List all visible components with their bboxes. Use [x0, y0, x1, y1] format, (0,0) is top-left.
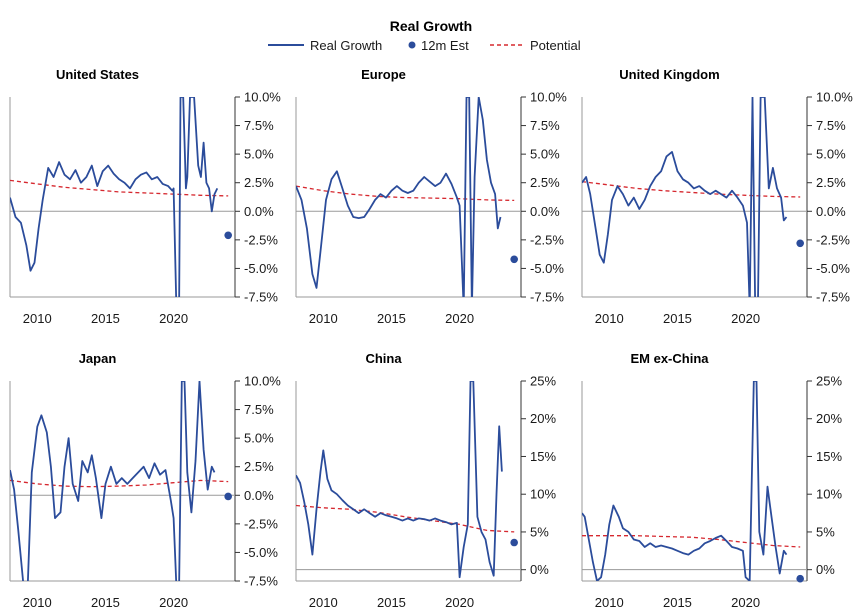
y-tick-label: 2.5%	[530, 175, 560, 190]
panel-1: Europe 10.0% 7.5% 5.0% 2.5% 0.0% -2.5% -5.0% -7.…	[295, 67, 567, 326]
y-tick-label: -5.0%	[530, 261, 564, 276]
x-tick-label: 2020	[445, 311, 474, 326]
x-tick-label: 2015	[91, 311, 120, 326]
x-tick-label: 2020	[731, 595, 760, 610]
real-growth-line	[296, 97, 502, 297]
y-tick-label: 5.0%	[244, 431, 274, 446]
legend-label-real-growth: Real Growth	[310, 38, 382, 53]
y-tick-label: -2.5%	[244, 232, 278, 247]
estimate-dot	[796, 574, 804, 583]
x-tick-label: 2015	[663, 311, 692, 326]
x-tick-label: 2020	[445, 595, 474, 610]
real-growth-line	[582, 381, 788, 581]
panel-title: United Kingdom	[619, 67, 719, 82]
panel-5: EM ex-China 25% 20% 15% 10% 5% 0% 2010 2015 2020	[581, 351, 842, 610]
y-tick-label: 5.0%	[816, 147, 846, 162]
y-tick-label: 5%	[816, 524, 835, 539]
y-tick-label: 15%	[816, 449, 842, 464]
y-tick-label: 7.5%	[816, 118, 846, 133]
y-tick-label: 5%	[530, 524, 549, 539]
y-tick-label: -5.0%	[244, 545, 278, 560]
y-tick-label: 10%	[816, 487, 842, 502]
y-tick-label: 10.0%	[816, 90, 853, 105]
legend-label-12m-est: 12m Est	[421, 38, 469, 53]
y-tick-label: -7.5%	[244, 290, 278, 305]
y-tick-label: 2.5%	[816, 175, 846, 190]
panel-3: Japan 10.0% 7.5% 5.0% 2.5% 0.0% -2.5% -5.0% -7.5…	[9, 351, 281, 610]
x-tick-label: 2010	[595, 311, 624, 326]
legend-label-potential: Potential	[530, 38, 581, 53]
y-tick-label: 0.0%	[244, 488, 274, 503]
y-tick-label: 25%	[530, 374, 556, 389]
y-tick-label: -2.5%	[816, 232, 850, 247]
x-tick-label: 2010	[595, 595, 624, 610]
real-growth-line	[582, 97, 788, 297]
y-tick-label: 10.0%	[244, 90, 281, 105]
real-growth-line	[296, 381, 503, 579]
legend: Real Growth 12m Est Potential	[268, 38, 581, 53]
y-tick-label: 25%	[816, 374, 842, 389]
y-tick-label: 0.0%	[244, 204, 274, 219]
y-tick-label: 5.0%	[244, 147, 274, 162]
x-tick-label: 2015	[377, 595, 406, 610]
estimate-dot	[796, 239, 804, 248]
panel-title: Europe	[361, 67, 406, 82]
potential-line	[296, 185, 515, 202]
panel-4: China 25% 20% 15% 10% 5% 0% 2010 2015 2020	[295, 351, 556, 610]
estimate-dot	[510, 538, 518, 547]
y-tick-label: 2.5%	[244, 175, 274, 190]
estimate-dot	[510, 255, 518, 264]
real-growth-line	[10, 381, 216, 581]
potential-line	[582, 535, 801, 548]
chart-title: Real Growth	[390, 18, 472, 34]
y-tick-label: -7.5%	[244, 574, 278, 589]
potential-line	[296, 504, 515, 533]
x-tick-label: 2010	[23, 595, 52, 610]
y-tick-label: 10%	[530, 487, 556, 502]
y-tick-label: 0%	[816, 562, 835, 577]
y-tick-label: -7.5%	[530, 290, 564, 305]
y-tick-label: 0.0%	[816, 204, 846, 219]
y-tick-label: 10.0%	[530, 90, 567, 105]
x-tick-label: 2010	[309, 595, 338, 610]
y-tick-label: 7.5%	[530, 118, 560, 133]
x-tick-label: 2015	[377, 311, 406, 326]
potential-line	[10, 479, 229, 488]
y-tick-label: 7.5%	[244, 118, 274, 133]
y-tick-label: 0.0%	[530, 204, 560, 219]
panel-title: EM ex-China	[630, 351, 709, 366]
y-tick-label: 20%	[816, 411, 842, 426]
estimate-dot	[224, 492, 232, 501]
y-tick-label: 2.5%	[244, 459, 274, 474]
panels: United States 10.0% 7.5% 5.0% 2.5% 0.0% -2.5% -…	[9, 67, 853, 610]
x-tick-label: 2015	[663, 595, 692, 610]
panel-title: United States	[56, 67, 139, 82]
estimate-dot	[224, 231, 232, 240]
panel-2: United Kingdom 10.0% 7.5% 5.0% 2.5% 0.0% -2.5%…	[581, 67, 853, 326]
y-tick-label: -2.5%	[530, 232, 564, 247]
x-tick-label: 2020	[159, 311, 188, 326]
y-tick-label: 10.0%	[244, 374, 281, 389]
y-tick-label: -7.5%	[816, 290, 850, 305]
x-tick-label: 2020	[731, 311, 760, 326]
x-tick-label: 2015	[91, 595, 120, 610]
panel-0: United States 10.0% 7.5% 5.0% 2.5% 0.0% -2.5% -…	[9, 67, 281, 326]
x-tick-label: 2020	[159, 595, 188, 610]
y-tick-label: 15%	[530, 449, 556, 464]
x-tick-label: 2010	[23, 311, 52, 326]
y-tick-label: 5.0%	[530, 147, 560, 162]
panel-title: China	[365, 351, 402, 366]
y-tick-label: -5.0%	[244, 261, 278, 276]
real-growth-line	[10, 97, 219, 297]
x-tick-label: 2010	[309, 311, 338, 326]
y-tick-label: 0%	[530, 562, 549, 577]
y-tick-label: 7.5%	[244, 402, 274, 417]
potential-line	[10, 179, 229, 197]
y-tick-label: -2.5%	[244, 516, 278, 531]
y-tick-label: 20%	[530, 411, 556, 426]
panel-title: Japan	[79, 351, 117, 366]
y-tick-label: -5.0%	[816, 261, 850, 276]
legend-dot-swatch	[408, 41, 416, 49]
